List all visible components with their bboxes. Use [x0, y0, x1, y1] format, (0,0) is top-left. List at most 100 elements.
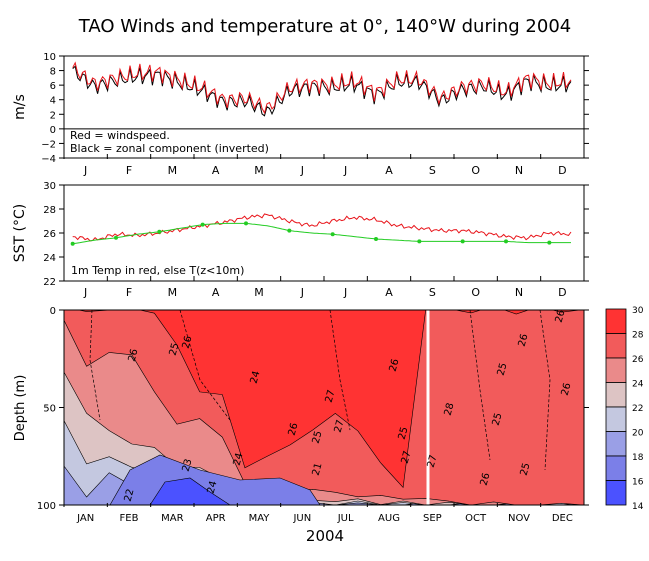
contour-label: 27: [426, 454, 440, 469]
month-label: J: [300, 164, 304, 177]
month-label: JAN: [76, 513, 94, 524]
contour-label: 26: [287, 422, 301, 437]
contour-label: 27: [324, 389, 338, 404]
contour-label: 25: [311, 430, 325, 445]
y-tick-label: 26: [43, 229, 56, 240]
contour-label: 25: [491, 412, 505, 427]
month-label: S: [429, 286, 436, 299]
dashed-isotherm: [179, 310, 231, 421]
series-marker: [114, 235, 118, 240]
colorbar: 30 28 26 24 22 20 18 16 14: [605, 306, 644, 512]
month-label: SEP: [423, 513, 442, 524]
colorbar-swatch: [605, 382, 627, 408]
month-label: O: [471, 286, 480, 299]
month-label: N: [515, 164, 523, 177]
colorbar-label: 18: [632, 453, 644, 463]
colorbar-swatch: [605, 480, 627, 506]
colorbar-label: 16: [632, 478, 644, 488]
depth-y-axis-label: Depth (m): [13, 375, 28, 442]
contour-label: 28: [443, 402, 457, 417]
colorbar-swatch: [605, 406, 627, 432]
contour-label: 26: [127, 348, 141, 363]
contour-label: 26: [554, 309, 568, 324]
contour-label: 25: [519, 462, 533, 477]
month-label: J: [300, 286, 304, 299]
y-tick-label: 8: [50, 67, 56, 78]
y-tick-label: 4: [50, 96, 56, 107]
month-label: AUG: [378, 513, 400, 524]
y-tick-label: 10: [43, 52, 56, 63]
series-marker: [330, 232, 335, 237]
series-marker: [287, 228, 292, 233]
contour-label: 24: [249, 370, 263, 385]
contour-label: 25: [496, 362, 510, 377]
month-label: D: [558, 164, 566, 177]
contour-label: 26: [517, 333, 531, 348]
colorbar-label: 14: [632, 502, 644, 512]
month-label: A: [385, 286, 393, 299]
month-label: J: [343, 164, 347, 177]
chart-title: TAO Winds and temperature at 0°, 140°W d…: [78, 16, 571, 37]
y-tick-label: 30: [43, 181, 56, 192]
month-label: J: [343, 286, 347, 299]
y-tick-label: 24: [43, 253, 56, 264]
contour-label: 26: [181, 335, 195, 350]
y-tick-label: −2: [41, 139, 56, 150]
month-label: M: [168, 286, 178, 299]
temp-band-28-30: [64, 310, 584, 489]
wind-y-axis-label: m/s: [12, 94, 28, 120]
colorbar-label: 24: [632, 380, 644, 390]
series-marker: [504, 239, 508, 244]
temp-band-14-16: [149, 477, 231, 505]
month-label: J: [83, 164, 87, 177]
contour-label: 21: [311, 462, 325, 477]
month-label: OCT: [465, 513, 487, 524]
month-label: M: [254, 164, 264, 177]
contour-label: 24: [232, 452, 246, 467]
y-tick-label: −4: [41, 154, 56, 165]
wind-panel: 10 8 6 4 2 0 −2 −4 Red = windspeed. Black = zon…: [12, 52, 589, 165]
month-label: DEC: [552, 513, 573, 524]
contour-label: 26: [560, 382, 574, 397]
colorbar-label: 30: [632, 306, 644, 316]
contour-label: 22: [123, 488, 137, 503]
month-label: A: [212, 164, 220, 177]
sst-panel: 30 28 26 24 22 1m Temp in red, else T(z<10m)…: [12, 181, 589, 288]
contour-label: 25: [397, 426, 411, 441]
month-label: F: [126, 164, 132, 177]
series-marker: [200, 222, 205, 227]
month-label: D: [558, 286, 566, 299]
colorbar-label: 22: [632, 404, 643, 414]
contour-label: 25: [168, 342, 182, 357]
month-label: O: [471, 164, 480, 177]
series-line-t-z-10m-: [72, 222, 571, 245]
series-line-1m-temp: [72, 213, 572, 242]
y-tick-label: 0: [50, 125, 56, 136]
colorbar-swatch: [605, 455, 627, 481]
colorbar-swatch: [605, 333, 627, 359]
wind-legend-line-1: Red = windspeed.: [70, 129, 170, 142]
sst-legend: 1m Temp in red, else T(z<10m): [71, 264, 244, 277]
series-marker: [417, 239, 422, 244]
dashed-isotherm: [329, 310, 351, 431]
dashed-isotherm: [469, 310, 491, 461]
month-label: J: [83, 286, 87, 299]
month-label: A: [385, 164, 393, 177]
year-axis-label: 2004: [306, 527, 344, 545]
month-label: A: [212, 286, 220, 299]
colorbar-label: 20: [632, 429, 644, 439]
sst-y-axis-label: SST (°C): [12, 204, 28, 262]
y-tick-label: 22: [43, 277, 56, 288]
contour-label: 24: [206, 480, 220, 495]
depth-section-panel: 26 25262524262724262726272324222128272526…: [13, 306, 589, 512]
series-marker: [157, 229, 162, 234]
y-tick-label: 50: [43, 404, 56, 415]
month-label: JUL: [337, 513, 354, 524]
contour-label: 27: [333, 419, 347, 434]
series-marker: [244, 221, 248, 226]
y-tick-label: 28: [43, 205, 56, 216]
month-label: FEB: [120, 513, 139, 524]
series-line-windspeed: [72, 61, 572, 115]
contour-label: 26: [479, 472, 493, 487]
